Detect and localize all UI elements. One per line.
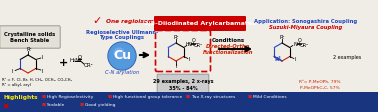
Text: Cu: Cu — [113, 48, 131, 61]
Text: High functional group tolerance: High functional group tolerance — [113, 95, 182, 99]
Text: Directed-Ortho: Directed-Ortho — [206, 43, 250, 48]
Text: I: I — [294, 57, 296, 62]
Text: Two X-ray structures: Two X-ray structures — [191, 95, 235, 99]
Text: 2,3-Diiodinated Arylcarbamates: 2,3-Diiodinated Arylcarbamates — [144, 21, 256, 26]
Text: R¹ = F, Cl, Br, H, CH₃, OCH₃, CO₂CH₃: R¹ = F, Cl, Br, H, CH₃, OCH₃, CO₂CH₃ — [2, 78, 72, 82]
Text: H₂N: H₂N — [70, 57, 81, 62]
Text: O: O — [298, 38, 302, 43]
Text: Type Couplings: Type Couplings — [99, 34, 144, 40]
Text: O: O — [78, 55, 82, 59]
Circle shape — [114, 48, 124, 58]
Text: OR²: OR² — [300, 42, 309, 47]
Text: One regioisomer: One regioisomer — [106, 18, 161, 24]
Text: ■: ■ — [4, 102, 9, 107]
Text: Suzuki-Miyaura Coupling: Suzuki-Miyaura Coupling — [270, 25, 342, 29]
Text: R¹: R¹ — [26, 47, 32, 52]
Text: I: I — [42, 55, 43, 60]
Text: I: I — [175, 64, 177, 69]
Text: R³: R³ — [275, 56, 281, 61]
Text: I: I — [12, 69, 14, 74]
Text: 29 examples, 2 x-rays: 29 examples, 2 x-rays — [153, 79, 213, 84]
Text: OR²: OR² — [84, 63, 94, 68]
Text: Scalable: Scalable — [47, 102, 65, 107]
FancyBboxPatch shape — [154, 16, 246, 31]
Text: Bench Stable: Bench Stable — [10, 38, 50, 42]
Text: ■: ■ — [42, 95, 48, 99]
Text: P-MeOPhC₂C, 57%: P-MeOPhC₂C, 57% — [300, 86, 340, 90]
Text: C-N arylation: C-N arylation — [105, 70, 139, 74]
Text: 2 examples: 2 examples — [333, 55, 361, 59]
Text: ■: ■ — [186, 95, 192, 99]
FancyBboxPatch shape — [157, 74, 209, 94]
Text: R¹: R¹ — [279, 34, 285, 40]
Text: OR²: OR² — [194, 42, 203, 47]
Text: Good yielding: Good yielding — [85, 102, 116, 107]
Text: I: I — [189, 57, 190, 62]
Text: +: + — [58, 58, 68, 68]
Text: I: I — [42, 69, 43, 74]
Text: ■: ■ — [248, 95, 254, 99]
Text: O: O — [192, 38, 196, 43]
Text: High Regioselectivity: High Regioselectivity — [47, 95, 93, 99]
Text: Crystalline solids: Crystalline solids — [5, 31, 56, 37]
Text: NH: NH — [188, 42, 195, 46]
Text: Conditions: Conditions — [211, 38, 245, 42]
Text: 35% - 84%: 35% - 84% — [169, 85, 197, 90]
Text: R¹: R¹ — [173, 34, 179, 40]
Text: R² = alkyl, aryl: R² = alkyl, aryl — [2, 83, 31, 87]
Circle shape — [108, 42, 136, 70]
Text: Application: Sonogashira Coupling: Application: Sonogashira Coupling — [254, 18, 358, 24]
Text: Regioselective Ullmann-: Regioselective Ullmann- — [86, 29, 158, 34]
FancyBboxPatch shape — [0, 26, 60, 48]
Text: Highlights: Highlights — [4, 95, 39, 99]
Circle shape — [109, 43, 135, 69]
Text: ■: ■ — [80, 102, 85, 107]
Text: Mild Conditions: Mild Conditions — [253, 95, 287, 99]
Text: R³= P-MeOPh, 79%: R³= P-MeOPh, 79% — [299, 80, 341, 84]
Text: ✓: ✓ — [92, 16, 102, 26]
Text: Functionalization: Functionalization — [203, 50, 253, 55]
Text: ■: ■ — [42, 102, 48, 107]
Text: ■: ■ — [108, 95, 113, 99]
Text: NH: NH — [294, 42, 301, 46]
Text: H: H — [186, 42, 190, 46]
Polygon shape — [0, 92, 378, 112]
